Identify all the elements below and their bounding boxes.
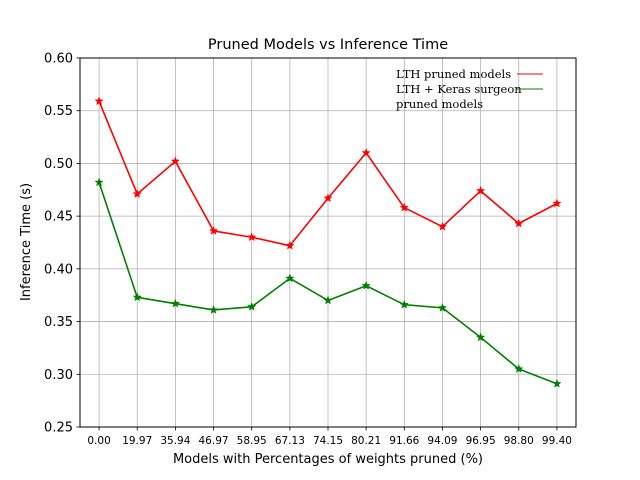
chart-title: Pruned Models vs Inference Time — [208, 37, 448, 53]
legend-label: LTH pruned models — [396, 67, 511, 81]
data-point-0 — [132, 189, 142, 198]
legend-label: pruned models — [396, 97, 483, 111]
y-tick-label: 0.45 — [44, 210, 73, 225]
x-axis-ticks: 0.00 19.97 35.94 46.97 58.95 67.13 74.15 80.21 9… — [87, 427, 572, 447]
data-point-1 — [247, 301, 257, 311]
x-tick-label: 74.15 — [313, 435, 343, 447]
x-tick-label: 35.94 — [160, 435, 190, 447]
data-point-1 — [437, 302, 448, 312]
data-point-0 — [247, 232, 257, 242]
data-point-0 — [437, 221, 448, 231]
data-point-0 — [475, 185, 486, 195]
x-tick-label: 99.40 — [542, 435, 572, 447]
y-tick-label: 0.60 — [44, 52, 73, 67]
x-tick-label: 96.95 — [466, 435, 496, 447]
y-axis-label: Inference Time (s) — [19, 183, 34, 301]
data-point-1 — [208, 305, 219, 314]
data-point-1 — [552, 378, 562, 388]
x-tick-label: 94.09 — [427, 435, 457, 447]
series-group — [94, 96, 562, 388]
y-tick-label: 0.25 — [44, 421, 73, 436]
x-tick-label: 46.97 — [199, 435, 229, 447]
x-tick-label: 58.95 — [237, 435, 267, 447]
data-point-1 — [132, 292, 142, 302]
legend-label: LTH + Keras surgeon — [396, 82, 522, 96]
data-point-1 — [170, 298, 181, 308]
data-point-0 — [399, 202, 409, 212]
x-tick-label: 80.21 — [351, 435, 381, 447]
data-point-1 — [323, 295, 333, 305]
data-point-0 — [94, 96, 104, 106]
data-point-1 — [514, 364, 524, 373]
x-axis-label: Models with Percentages of weights prune… — [173, 452, 483, 467]
y-tick-label: 0.30 — [44, 368, 73, 383]
data-point-0 — [208, 226, 219, 235]
y-axis-ticks: 0.25 0.30 0.35 0.40 0.45 0.50 0.55 0.60 — [44, 52, 80, 436]
data-point-0 — [552, 198, 562, 208]
data-point-1 — [399, 299, 409, 309]
data-point-0 — [514, 218, 524, 228]
y-tick-label: 0.40 — [44, 262, 73, 277]
data-point-1 — [475, 332, 486, 342]
data-point-0 — [285, 240, 295, 250]
y-tick-label: 0.50 — [44, 157, 73, 172]
grid — [80, 57, 576, 428]
data-point-1 — [94, 177, 104, 187]
data-point-0 — [170, 156, 181, 166]
y-tick-label: 0.35 — [44, 315, 73, 330]
x-tick-label: 91.66 — [389, 435, 419, 447]
data-point-1 — [361, 280, 371, 290]
x-tick-label: 19.97 — [122, 435, 152, 447]
data-point-0 — [361, 147, 371, 157]
y-tick-label: 0.55 — [44, 104, 73, 119]
x-tick-label: 0.00 — [87, 435, 110, 447]
data-point-0 — [323, 193, 333, 203]
x-tick-label: 98.80 — [504, 435, 534, 447]
x-tick-label: 67.13 — [275, 435, 305, 447]
data-point-1 — [285, 273, 295, 283]
